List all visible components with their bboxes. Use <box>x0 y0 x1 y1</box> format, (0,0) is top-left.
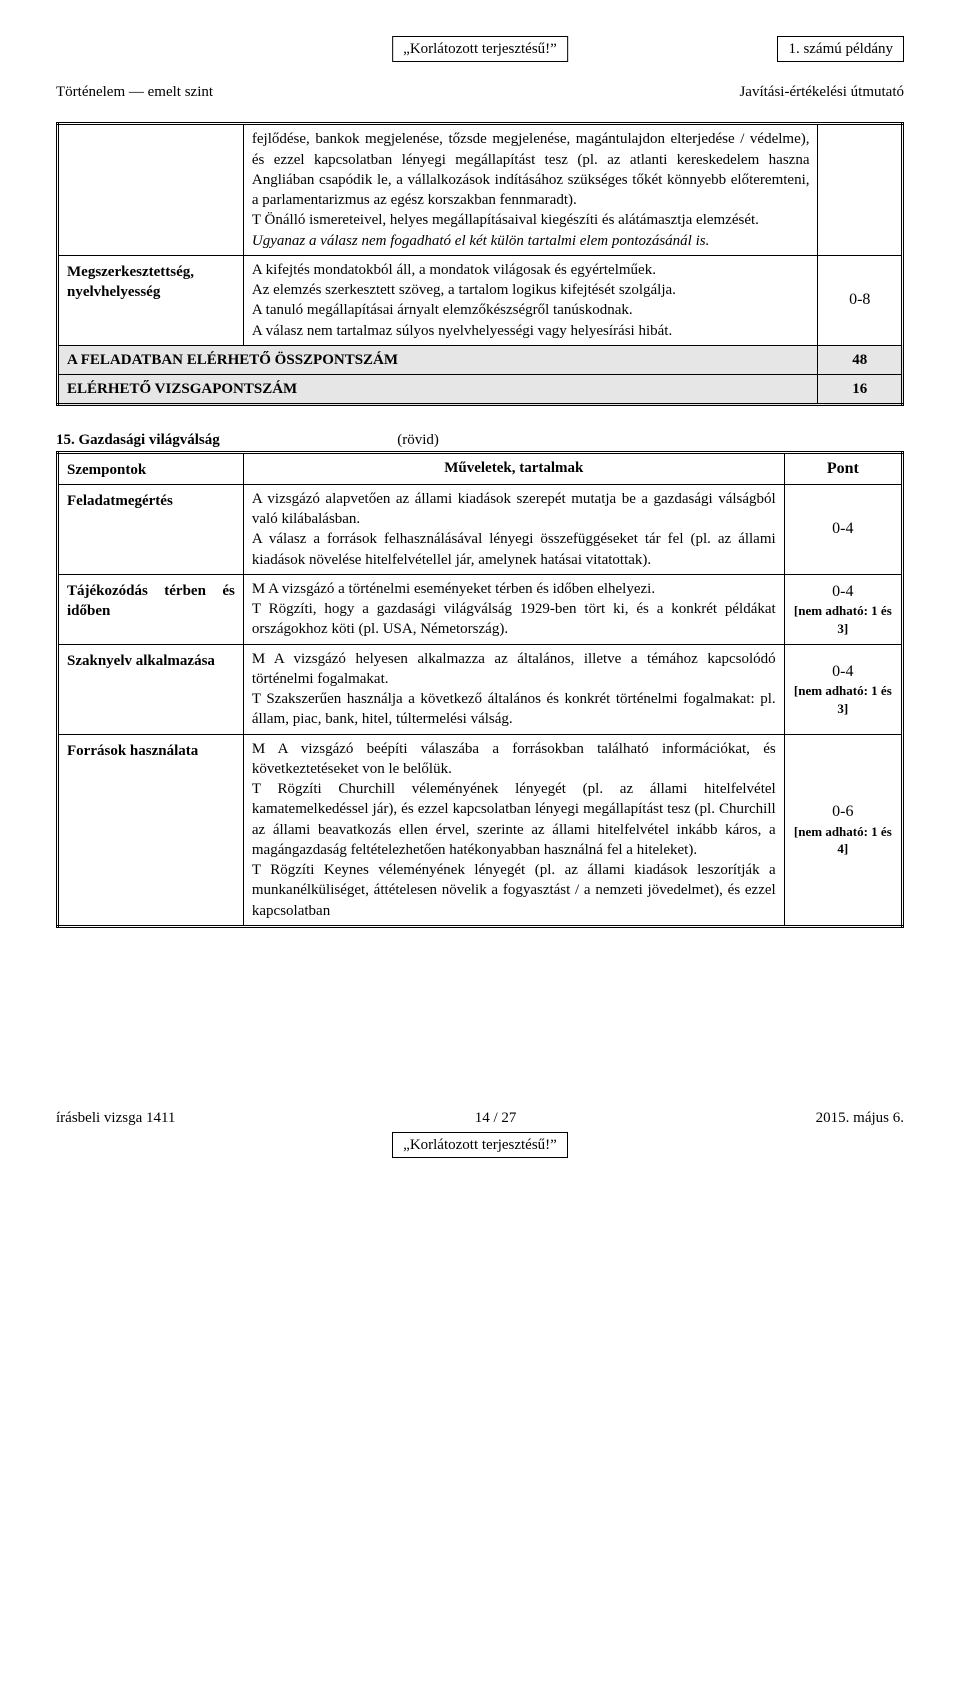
footer-left: írásbeli vizsga 1411 <box>56 1108 175 1128</box>
row-score: 0-6[nem adható: 1 és 4] <box>784 734 902 926</box>
row-score: 0-4[nem adható: 1 és 3] <box>784 644 902 734</box>
row-body: M A vizsgázó a történelmi eseményeket té… <box>243 574 784 644</box>
table-continuation: fejlődése, bankok megjelenése, tőzsde me… <box>56 122 904 406</box>
row-body: A kifejtés mondatokból áll, a mondatok v… <box>243 255 818 345</box>
row-score <box>818 124 903 256</box>
header-copy-box: 1. számú példány <box>777 36 904 62</box>
row-body: M A vizsgázó helyesen alkalmazza az álta… <box>243 644 784 734</box>
task-15-title: 15. Gazdasági világválság (rövid) <box>56 430 904 450</box>
header-left: Történelem — emelt szint <box>56 82 213 102</box>
task-15-right: (rövid) <box>397 432 439 448</box>
header-right: Javítási-értékelési útmutató <box>739 82 904 102</box>
row-label: Szaknyelv alkalmazása <box>58 644 244 734</box>
summary-score: 16 <box>818 375 903 405</box>
row-score: 0-4 <box>784 484 902 574</box>
row-label: Megszerkesztettség, nyelvhelyesség <box>58 255 244 345</box>
footer-right: 2015. május 6. <box>816 1108 904 1128</box>
table-task-15: SzempontokMűveletek, tartalmakPont Felada… <box>56 451 904 928</box>
header-restricted-box: „Korlátozott terjesztésű!” <box>392 36 568 62</box>
task-15-num: 15. Gazdasági világválság <box>56 432 220 448</box>
header-second-row: Történelem — emelt szint Javítási-értéke… <box>56 82 904 102</box>
row-label: Tájékozódás térben és időben <box>58 574 244 644</box>
footer-center-page: 14 / 27 <box>175 1108 815 1128</box>
row-body: M A vizsgázó beépíti válaszába a forráso… <box>243 734 784 926</box>
row-body: fejlődése, bankok megjelenése, tőzsde me… <box>243 124 818 256</box>
header-top: „Korlátozott terjesztésű!” 1. számú péld… <box>56 36 904 76</box>
row-score: 0-8 <box>818 255 903 345</box>
summary-label: ELÉRHETŐ VIZSGAPONTSZÁM <box>58 375 818 405</box>
footer: írásbeli vizsga 1411 14 / 27 2015. május… <box>56 1108 904 1159</box>
row-label: Feladatmegértés <box>58 484 244 574</box>
row-label: Források használata <box>58 734 244 926</box>
summary-score: 48 <box>818 345 903 374</box>
summary-label: A FELADATBAN ELÉRHETŐ ÖSSZPONTSZÁM <box>58 345 818 374</box>
row-body: A vizsgázó alapvetően az állami kiadások… <box>243 484 784 574</box>
table-header-cell: Műveletek, tartalmak <box>243 452 784 484</box>
footer-restricted-box: „Korlátozott terjesztésű!” <box>392 1132 568 1158</box>
table-header-cell: Pont <box>784 452 902 484</box>
table-header-cell: Szempontok <box>58 452 244 484</box>
row-label <box>58 124 244 256</box>
row-score: 0-4[nem adható: 1 és 3] <box>784 574 902 644</box>
